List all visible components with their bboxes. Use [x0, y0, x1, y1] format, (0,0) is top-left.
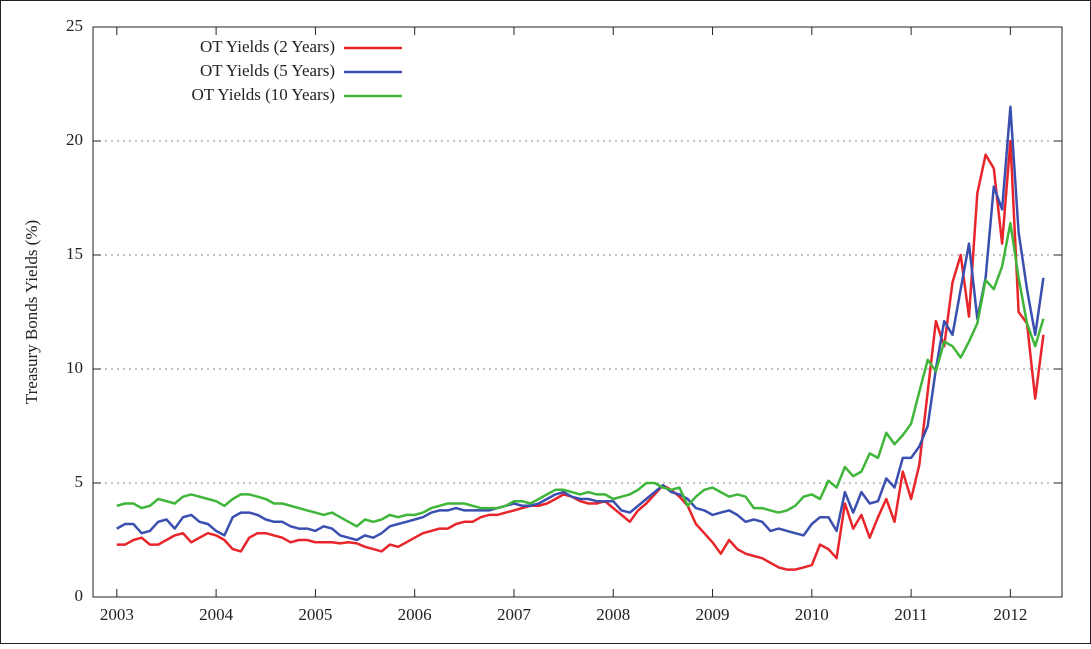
x-tick-label: 2007 — [497, 605, 532, 624]
y-tick-label: 20 — [66, 130, 83, 149]
y-tick-label: 10 — [66, 358, 83, 377]
series-line — [116, 105, 1045, 542]
plot-border — [92, 26, 1063, 598]
y-tick-label: 0 — [75, 586, 84, 605]
legend-label: OT Yields (5 Years) — [200, 61, 335, 80]
legend-label: OT Yields (2 Years) — [200, 37, 335, 56]
y-tick-label: 5 — [75, 472, 84, 491]
series-line — [116, 221, 1045, 528]
x-tick-label: 2006 — [398, 605, 432, 624]
y-tick-label: 15 — [66, 244, 83, 263]
x-tick-label: 2012 — [993, 605, 1027, 624]
x-tick-label: 2008 — [596, 605, 630, 624]
y-tick-label: 25 — [66, 16, 83, 35]
x-tick-label: 2010 — [795, 605, 829, 624]
y-axis-label: Treasury Bonds Yields (%) — [22, 220, 41, 404]
x-tick-label: 2009 — [696, 605, 730, 624]
x-tick-label: 2004 — [199, 605, 234, 624]
x-tick-label: 2011 — [894, 605, 927, 624]
x-tick-label: 2005 — [298, 605, 332, 624]
series-line — [116, 139, 1045, 571]
x-tick-label: 2003 — [100, 605, 134, 624]
legend-label: OT Yields (10 Years) — [191, 85, 335, 104]
